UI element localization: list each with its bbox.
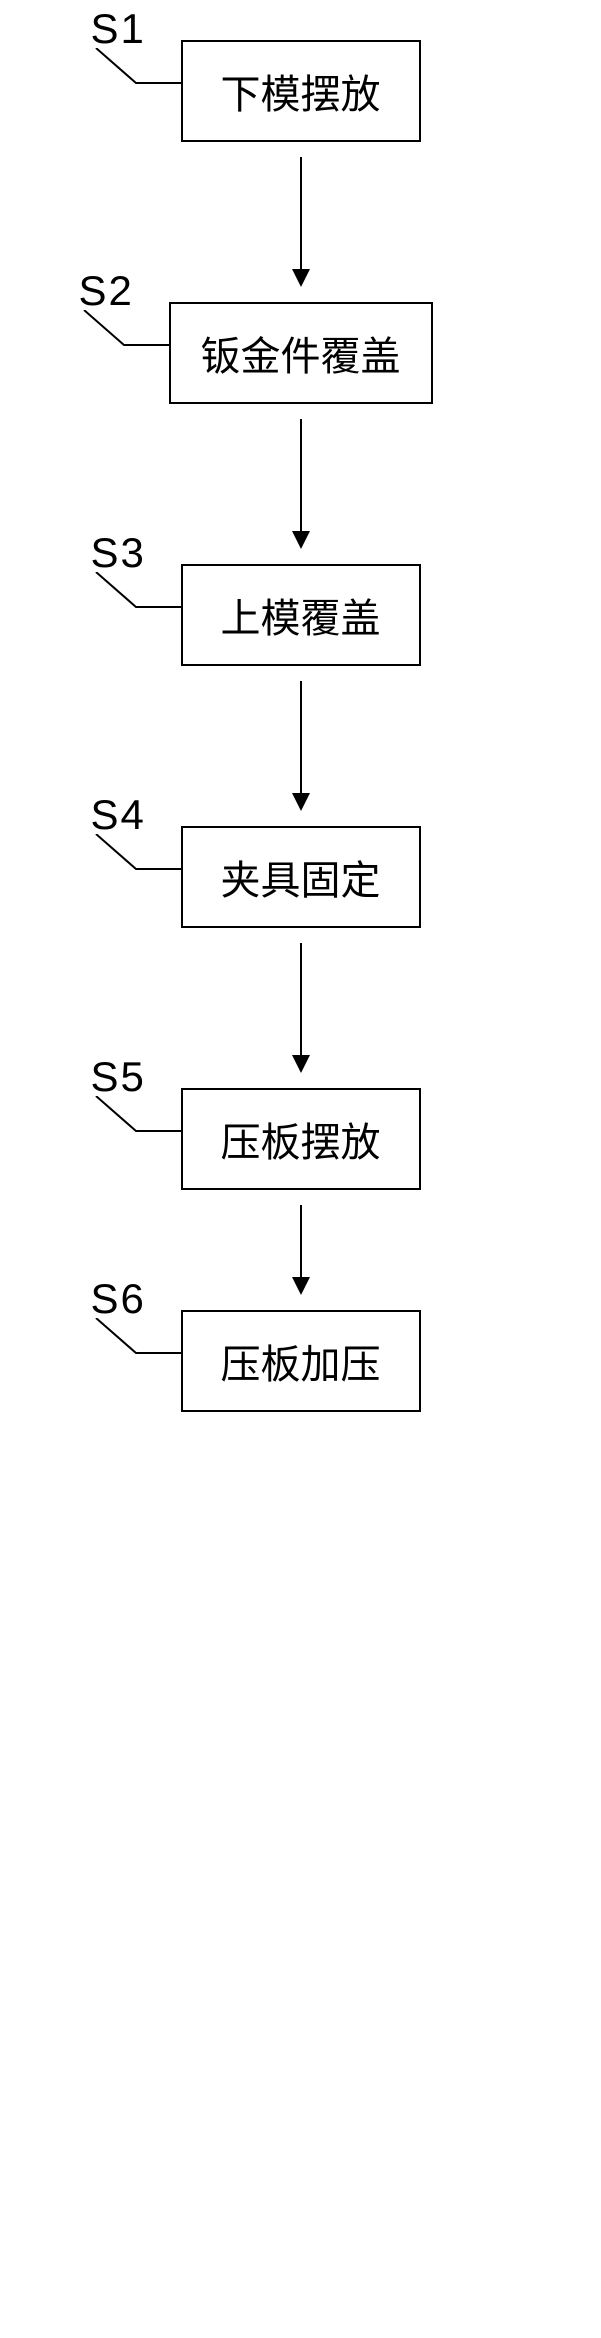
label-text-s1: S1 — [91, 5, 146, 53]
step-text-s3: 上模覆盖 — [221, 586, 381, 644]
step-box-s5: 压板摆放 — [181, 1088, 421, 1190]
arrow-s5-s6 — [286, 1190, 316, 1310]
step-s2: S2 钣金件覆盖 — [169, 302, 433, 404]
label-text-s3: S3 — [91, 529, 146, 577]
step-box-s3: 上模覆盖 — [181, 564, 421, 666]
step-s6: S6 压板加压 — [181, 1310, 421, 1412]
step-text-s4: 夹具固定 — [221, 848, 381, 906]
label-connector-s4 — [91, 834, 176, 869]
step-box-s1: 下模摆放 — [181, 40, 421, 142]
label-connector-s2 — [79, 310, 164, 345]
step-label-s5: S5 — [91, 1053, 176, 1131]
label-connector-s1 — [91, 48, 176, 83]
step-box-s6: 压板加压 — [181, 1310, 421, 1412]
arrow-s3-s4 — [286, 666, 316, 826]
label-text-s6: S6 — [91, 1275, 146, 1323]
step-box-s4: 夹具固定 — [181, 826, 421, 928]
label-connector-s5 — [91, 1096, 176, 1131]
flowchart-container: S1 下模摆放 S2 钣金件覆盖 — [20, 40, 581, 1412]
step-text-s2: 钣金件覆盖 — [201, 324, 401, 382]
step-text-s6: 压板加压 — [221, 1332, 381, 1390]
step-text-s5: 压板摆放 — [221, 1110, 381, 1168]
label-connector-s3 — [91, 572, 176, 607]
step-s5: S5 压板摆放 — [181, 1088, 421, 1190]
step-box-s2: 钣金件覆盖 — [169, 302, 433, 404]
step-label-s4: S4 — [91, 791, 176, 869]
step-s1: S1 下模摆放 — [181, 40, 421, 142]
label-text-s4: S4 — [91, 791, 146, 839]
step-s3: S3 上模覆盖 — [181, 564, 421, 666]
label-text-s2: S2 — [79, 267, 134, 315]
arrow-s2-s3 — [286, 404, 316, 564]
step-label-s2: S2 — [79, 267, 164, 345]
step-text-s1: 下模摆放 — [221, 62, 381, 120]
step-label-s3: S3 — [91, 529, 176, 607]
label-connector-s6 — [91, 1318, 176, 1353]
step-label-s1: S1 — [91, 5, 176, 83]
arrow-s4-s5 — [286, 928, 316, 1088]
step-s4: S4 夹具固定 — [181, 826, 421, 928]
step-label-s6: S6 — [91, 1275, 176, 1353]
arrow-s1-s2 — [286, 142, 316, 302]
label-text-s5: S5 — [91, 1053, 146, 1101]
